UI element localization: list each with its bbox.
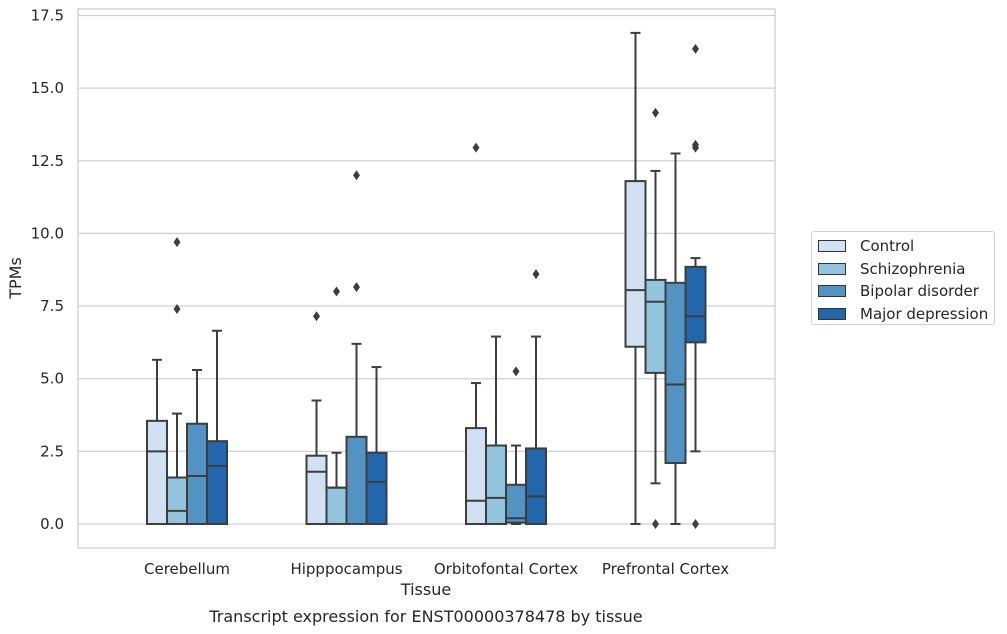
x-tick-label: Orbitofontal Cortex bbox=[434, 560, 578, 578]
y-tick-labels: 0.0 2.5 5.0 7.5 10.0 12.5 15.0 17.5 bbox=[31, 6, 64, 533]
box-0-3 bbox=[206, 329, 228, 525]
box-body bbox=[644, 278, 667, 374]
y-tick-label: 10.0 bbox=[31, 224, 64, 242]
legend-label-major-depression: Major depression bbox=[860, 304, 989, 323]
outlier-point bbox=[652, 107, 659, 118]
legend-item-bipolar-disorder: Bipolar disorder bbox=[818, 280, 988, 303]
box-2-0 bbox=[465, 142, 487, 525]
box-1-3 bbox=[365, 366, 388, 526]
legend-label-bipolar-disorder: Bipolar disorder bbox=[860, 282, 979, 301]
outlier-point bbox=[692, 43, 699, 54]
box-body bbox=[186, 422, 208, 526]
box-1-0 bbox=[305, 311, 328, 526]
outlier-point bbox=[173, 303, 181, 314]
chart-caption: Transcript expression for ENST0000037847… bbox=[208, 607, 642, 626]
y-tick-label: 17.5 bbox=[31, 6, 64, 24]
plot-area-frame bbox=[77, 8, 776, 549]
box-body bbox=[505, 483, 527, 524]
y-tick-label: 2.5 bbox=[40, 442, 64, 460]
y-tick-label: 15.0 bbox=[31, 79, 64, 97]
legend-swatch-schizophrenia bbox=[818, 262, 846, 275]
x-tick-label: Hipppocampus bbox=[290, 560, 402, 578]
box-3-3 bbox=[684, 43, 707, 529]
outlier-point bbox=[652, 519, 659, 529]
box-0-2 bbox=[186, 368, 208, 526]
y-tick-label: 12.5 bbox=[31, 152, 64, 170]
box-1-2 bbox=[345, 170, 368, 526]
box-body bbox=[206, 440, 228, 525]
box-3-0 bbox=[624, 31, 647, 525]
box-body bbox=[146, 419, 168, 526]
box-2-2 bbox=[505, 366, 527, 525]
x-axis-label: Tissue bbox=[400, 580, 451, 599]
box-3-2 bbox=[664, 152, 687, 525]
box-body bbox=[485, 444, 507, 525]
box-3-1 bbox=[644, 107, 667, 529]
outlier-point bbox=[353, 170, 360, 181]
outlier-point bbox=[532, 269, 540, 280]
box-body bbox=[525, 447, 547, 525]
legend-item-schizophrenia: Schizophrenia bbox=[818, 258, 988, 281]
box-body bbox=[305, 454, 328, 526]
box-1-1 bbox=[325, 286, 348, 525]
box-body bbox=[166, 476, 188, 525]
legend-label-control: Control bbox=[860, 237, 915, 256]
y-tick-label: 5.0 bbox=[40, 370, 64, 388]
x-tick-labels: Cerebellum Hipppocampus Orbitofontal Corte… bbox=[144, 560, 729, 578]
box-body bbox=[624, 180, 647, 348]
outlier-point bbox=[692, 519, 699, 529]
outlier-point bbox=[313, 311, 320, 322]
box-body bbox=[325, 486, 348, 525]
legend-item-control: Control bbox=[818, 235, 988, 258]
outlier-point bbox=[472, 142, 480, 153]
outlier-point bbox=[512, 366, 520, 377]
outlier-point bbox=[173, 237, 181, 248]
y-tick-label: 0.0 bbox=[40, 515, 64, 533]
box-0-1 bbox=[166, 237, 188, 525]
legend-swatch-major-depression bbox=[818, 307, 846, 320]
box-body bbox=[684, 265, 707, 344]
legend-item-major-depression: Major depression bbox=[818, 303, 988, 326]
legend-swatch-control bbox=[818, 240, 846, 253]
legend: Control Schizophrenia Bipolar disorder M… bbox=[811, 231, 995, 325]
box-2-3 bbox=[525, 269, 547, 525]
box-body bbox=[465, 427, 487, 525]
outlier-point bbox=[353, 282, 360, 293]
outlier-point bbox=[333, 286, 340, 297]
box-0-0 bbox=[146, 358, 168, 526]
box-body bbox=[664, 281, 687, 464]
box-plots bbox=[146, 31, 707, 529]
y-axis-label: TPMs bbox=[6, 257, 25, 300]
legend-label-schizophrenia: Schizophrenia bbox=[860, 259, 966, 278]
x-tick-label: Cerebellum bbox=[144, 560, 230, 578]
box-body bbox=[345, 435, 368, 526]
outlier-point bbox=[692, 139, 699, 150]
box-2-1 bbox=[485, 335, 507, 525]
box-body bbox=[365, 451, 388, 526]
legend-swatch-bipolar-disorder bbox=[818, 285, 846, 298]
y-tick-label: 7.5 bbox=[40, 297, 64, 315]
x-tick-label: Prefrontal Cortex bbox=[602, 560, 729, 578]
